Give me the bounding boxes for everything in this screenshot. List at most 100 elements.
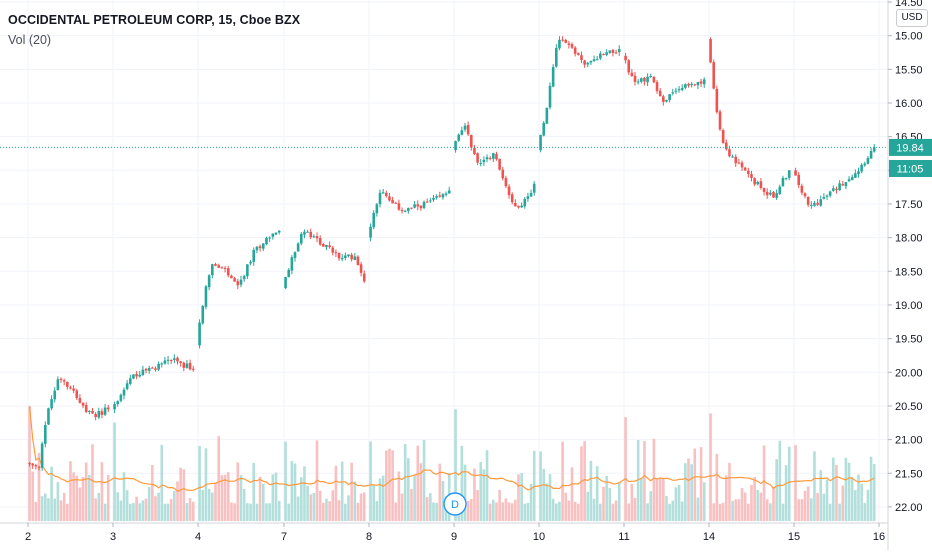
candle bbox=[318, 235, 322, 246]
candle bbox=[290, 255, 294, 275]
volume-bar bbox=[233, 503, 236, 521]
volume-bar bbox=[514, 499, 517, 521]
candle bbox=[106, 404, 110, 413]
volume-bar bbox=[394, 502, 398, 521]
volume-bar bbox=[255, 503, 259, 521]
symbol-title[interactable]: OCCIDENTAL PETROLEUM CORP, 15, Cboe BZX bbox=[8, 13, 301, 27]
volume-bar bbox=[119, 500, 123, 521]
candle bbox=[69, 385, 72, 390]
candle bbox=[113, 401, 116, 414]
candle bbox=[778, 184, 782, 195]
time-tick-label: 10 bbox=[533, 531, 545, 543]
candle bbox=[863, 161, 867, 167]
candle bbox=[624, 52, 627, 64]
volume-indicator-label[interactable]: Vol (20) bbox=[8, 33, 52, 47]
candle bbox=[712, 59, 716, 90]
candle bbox=[551, 64, 555, 88]
volume-bar bbox=[293, 463, 297, 521]
currency-button[interactable]: USD bbox=[896, 9, 928, 27]
volume-bar bbox=[847, 462, 851, 521]
volume-bar bbox=[555, 503, 558, 521]
volume-bar bbox=[403, 444, 407, 521]
volume-bar bbox=[78, 487, 82, 521]
candle bbox=[37, 465, 41, 471]
price-tick-label: 22.00 bbox=[895, 502, 923, 514]
candle bbox=[378, 189, 382, 208]
candle bbox=[696, 81, 700, 89]
volume-bar bbox=[803, 490, 807, 521]
volume-bar bbox=[435, 502, 438, 521]
volume-bar bbox=[712, 503, 716, 521]
candle bbox=[353, 252, 357, 261]
volume-bar bbox=[841, 485, 845, 521]
candle bbox=[627, 59, 631, 75]
volume-bar bbox=[53, 498, 57, 521]
candle bbox=[400, 207, 404, 214]
candle bbox=[699, 78, 703, 87]
volume-bar bbox=[217, 436, 220, 521]
time-tick-label: 16 bbox=[873, 531, 885, 543]
volume-bar bbox=[242, 488, 246, 521]
candle bbox=[822, 193, 826, 200]
volume-bar bbox=[372, 484, 376, 521]
volume-bar bbox=[838, 503, 841, 521]
candle bbox=[545, 107, 549, 125]
candle bbox=[794, 167, 797, 176]
candle bbox=[517, 205, 520, 209]
candle bbox=[617, 45, 621, 56]
candle bbox=[740, 160, 744, 171]
volume-bar bbox=[750, 485, 753, 521]
volume-bar bbox=[312, 492, 316, 521]
candle bbox=[169, 359, 173, 364]
candle bbox=[816, 198, 819, 206]
volume-bar bbox=[778, 440, 782, 521]
volume-bar bbox=[828, 503, 832, 521]
volume-bar bbox=[548, 474, 552, 521]
candle bbox=[482, 156, 486, 166]
candle bbox=[485, 154, 489, 163]
candle bbox=[331, 246, 335, 256]
volume-bar bbox=[274, 472, 278, 521]
volume-bar bbox=[636, 440, 640, 521]
volume-bar bbox=[816, 493, 819, 521]
price-tick-label: 18.00 bbox=[895, 233, 923, 245]
volume-bar bbox=[157, 492, 160, 521]
volume-bar bbox=[743, 492, 747, 521]
candle bbox=[416, 200, 420, 211]
volume-bar bbox=[132, 503, 135, 521]
candle bbox=[772, 190, 775, 198]
candle bbox=[441, 193, 445, 200]
price-tick-label: 16.00 bbox=[895, 98, 923, 110]
volume-bar bbox=[577, 503, 580, 521]
dividend-marker-label: D bbox=[451, 499, 459, 511]
price-axis[interactable]: 22.00 21.50 21.00 20.50 20.00 19.50 19.00 18.50… bbox=[888, 0, 923, 514]
volume-bar bbox=[230, 502, 233, 521]
volume-bar bbox=[31, 471, 35, 521]
volume-bar bbox=[268, 503, 271, 521]
volume-bar bbox=[658, 477, 662, 521]
candle bbox=[201, 305, 205, 325]
volume-bar bbox=[347, 495, 350, 521]
volume-bar bbox=[144, 498, 148, 521]
price-tick-label: 19.50 bbox=[895, 334, 923, 346]
volume-bar bbox=[728, 462, 731, 521]
candle bbox=[457, 133, 461, 143]
candle bbox=[614, 49, 618, 55]
volume-bar bbox=[97, 492, 101, 521]
candle bbox=[636, 79, 640, 85]
candle bbox=[813, 200, 816, 207]
volume-bar bbox=[614, 500, 618, 521]
dividend-marker[interactable]: D bbox=[443, 492, 467, 516]
volume-bar bbox=[463, 464, 467, 521]
candle bbox=[753, 177, 756, 187]
candle bbox=[34, 463, 38, 470]
volume-bar bbox=[718, 503, 722, 521]
volume-bar bbox=[252, 462, 256, 521]
candle bbox=[589, 60, 593, 65]
candle bbox=[154, 366, 157, 372]
volume-bar bbox=[495, 502, 498, 521]
time-axis[interactable]: 2 3 4 7 8 9 10 11 14 15 16 bbox=[25, 523, 885, 543]
candle bbox=[872, 144, 876, 153]
